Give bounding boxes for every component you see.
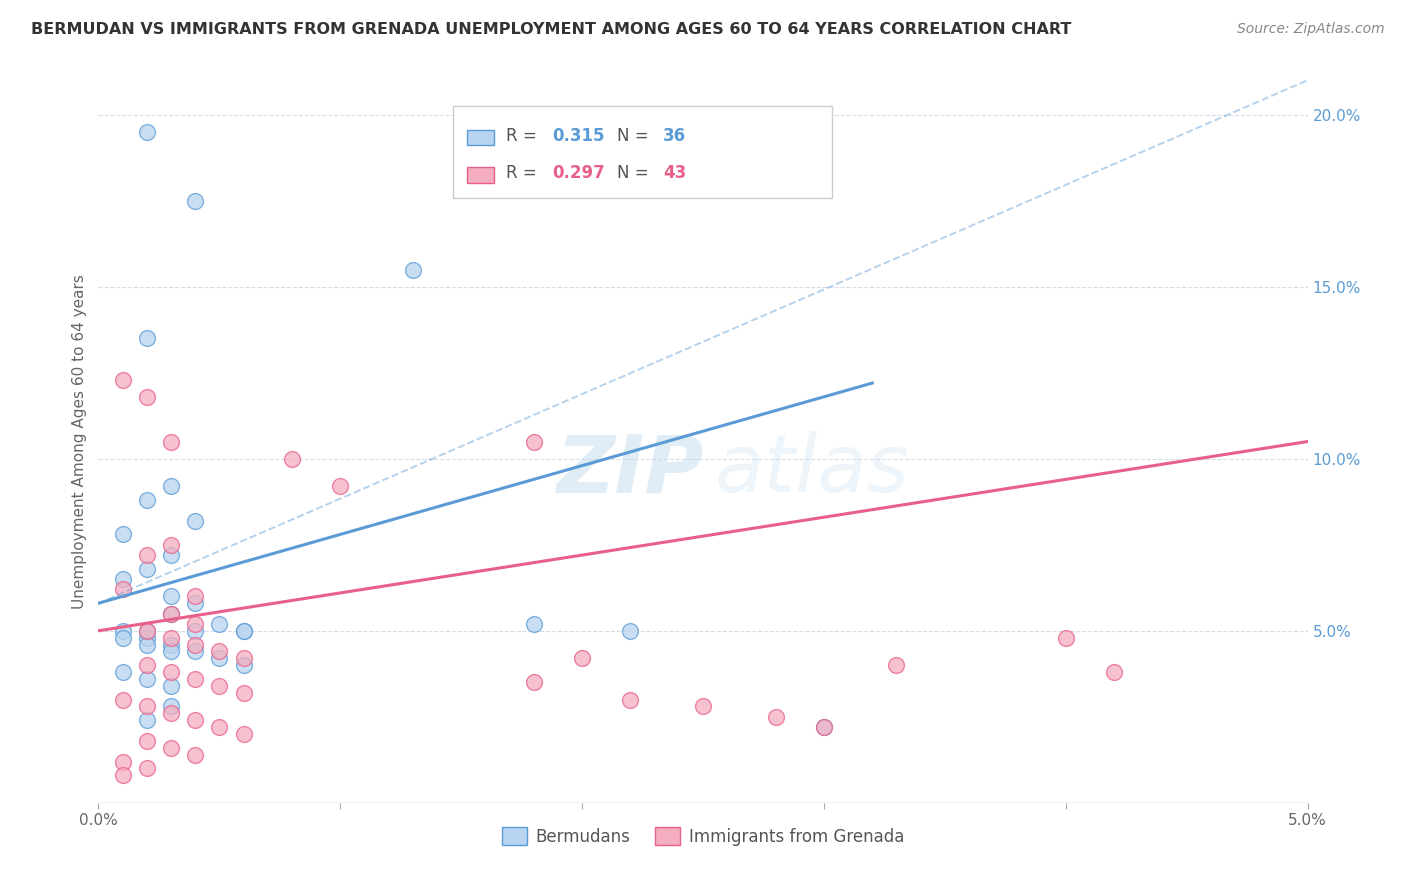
Text: ZIP: ZIP <box>555 432 703 509</box>
Point <box>135 734 157 748</box>
Point <box>135 331 157 345</box>
Point <box>160 679 183 693</box>
Text: R =: R = <box>506 164 541 183</box>
Point <box>111 665 134 679</box>
Point <box>765 710 787 724</box>
Point <box>111 572 134 586</box>
Point <box>135 390 157 404</box>
Text: 43: 43 <box>664 164 686 183</box>
Point <box>184 616 207 631</box>
Point <box>184 590 207 604</box>
Text: R =: R = <box>506 127 541 145</box>
Point <box>135 624 157 638</box>
Point <box>208 679 231 693</box>
Point <box>184 514 207 528</box>
Text: 0.297: 0.297 <box>551 164 605 183</box>
Point <box>160 740 183 755</box>
Text: N =: N = <box>617 127 654 145</box>
Point <box>135 548 157 562</box>
Point <box>135 125 157 139</box>
Point <box>184 638 207 652</box>
Text: BERMUDAN VS IMMIGRANTS FROM GRENADA UNEMPLOYMENT AMONG AGES 60 TO 64 YEARS CORRE: BERMUDAN VS IMMIGRANTS FROM GRENADA UNEM… <box>31 22 1071 37</box>
Text: N =: N = <box>617 164 654 183</box>
Point <box>184 624 207 638</box>
Point <box>160 638 183 652</box>
Point <box>208 720 231 734</box>
Point <box>111 755 134 769</box>
Point <box>160 434 183 449</box>
FancyBboxPatch shape <box>467 129 494 145</box>
Point <box>619 624 641 638</box>
Point <box>232 624 254 638</box>
Text: atlas: atlas <box>716 432 910 509</box>
Point <box>813 720 835 734</box>
Point <box>135 638 157 652</box>
Point <box>160 665 183 679</box>
Point <box>232 727 254 741</box>
Text: Source: ZipAtlas.com: Source: ZipAtlas.com <box>1237 22 1385 37</box>
Point <box>135 672 157 686</box>
FancyBboxPatch shape <box>467 167 494 183</box>
Point <box>184 644 207 658</box>
Point <box>1102 665 1125 679</box>
Point <box>523 616 546 631</box>
Point <box>111 373 134 387</box>
Point <box>232 658 254 673</box>
Point <box>184 713 207 727</box>
Point <box>160 548 183 562</box>
Point <box>232 624 254 638</box>
Point <box>160 644 183 658</box>
Point <box>1054 631 1077 645</box>
Legend: Bermudans, Immigrants from Grenada: Bermudans, Immigrants from Grenada <box>495 821 911 852</box>
Point <box>111 582 134 597</box>
Point <box>402 262 425 277</box>
Point <box>208 651 231 665</box>
Point <box>111 631 134 645</box>
Point <box>281 451 304 466</box>
Point <box>692 699 714 714</box>
Point <box>160 607 183 621</box>
Point <box>523 675 546 690</box>
Point <box>160 479 183 493</box>
Point <box>135 631 157 645</box>
Point <box>135 713 157 727</box>
Point <box>232 651 254 665</box>
Point <box>160 706 183 721</box>
Y-axis label: Unemployment Among Ages 60 to 64 years: Unemployment Among Ages 60 to 64 years <box>72 274 87 609</box>
Point <box>329 479 352 493</box>
Point <box>160 607 183 621</box>
Point <box>184 747 207 762</box>
Point <box>184 672 207 686</box>
Point <box>208 644 231 658</box>
Point <box>160 590 183 604</box>
Point <box>111 527 134 541</box>
Point <box>111 768 134 782</box>
Point <box>135 562 157 576</box>
FancyBboxPatch shape <box>453 105 832 198</box>
Point <box>619 692 641 706</box>
Point <box>232 686 254 700</box>
Point <box>135 658 157 673</box>
Point <box>523 434 546 449</box>
Point <box>184 194 207 208</box>
Point <box>135 761 157 775</box>
Point <box>160 538 183 552</box>
Point <box>135 624 157 638</box>
Point <box>135 493 157 508</box>
Point <box>135 699 157 714</box>
Point <box>813 720 835 734</box>
Point <box>886 658 908 673</box>
Text: 0.315: 0.315 <box>551 127 605 145</box>
Point <box>208 616 231 631</box>
Point <box>571 651 593 665</box>
Text: 36: 36 <box>664 127 686 145</box>
Point <box>111 624 134 638</box>
Point <box>160 699 183 714</box>
Point <box>160 631 183 645</box>
Point <box>184 596 207 610</box>
Point <box>111 692 134 706</box>
